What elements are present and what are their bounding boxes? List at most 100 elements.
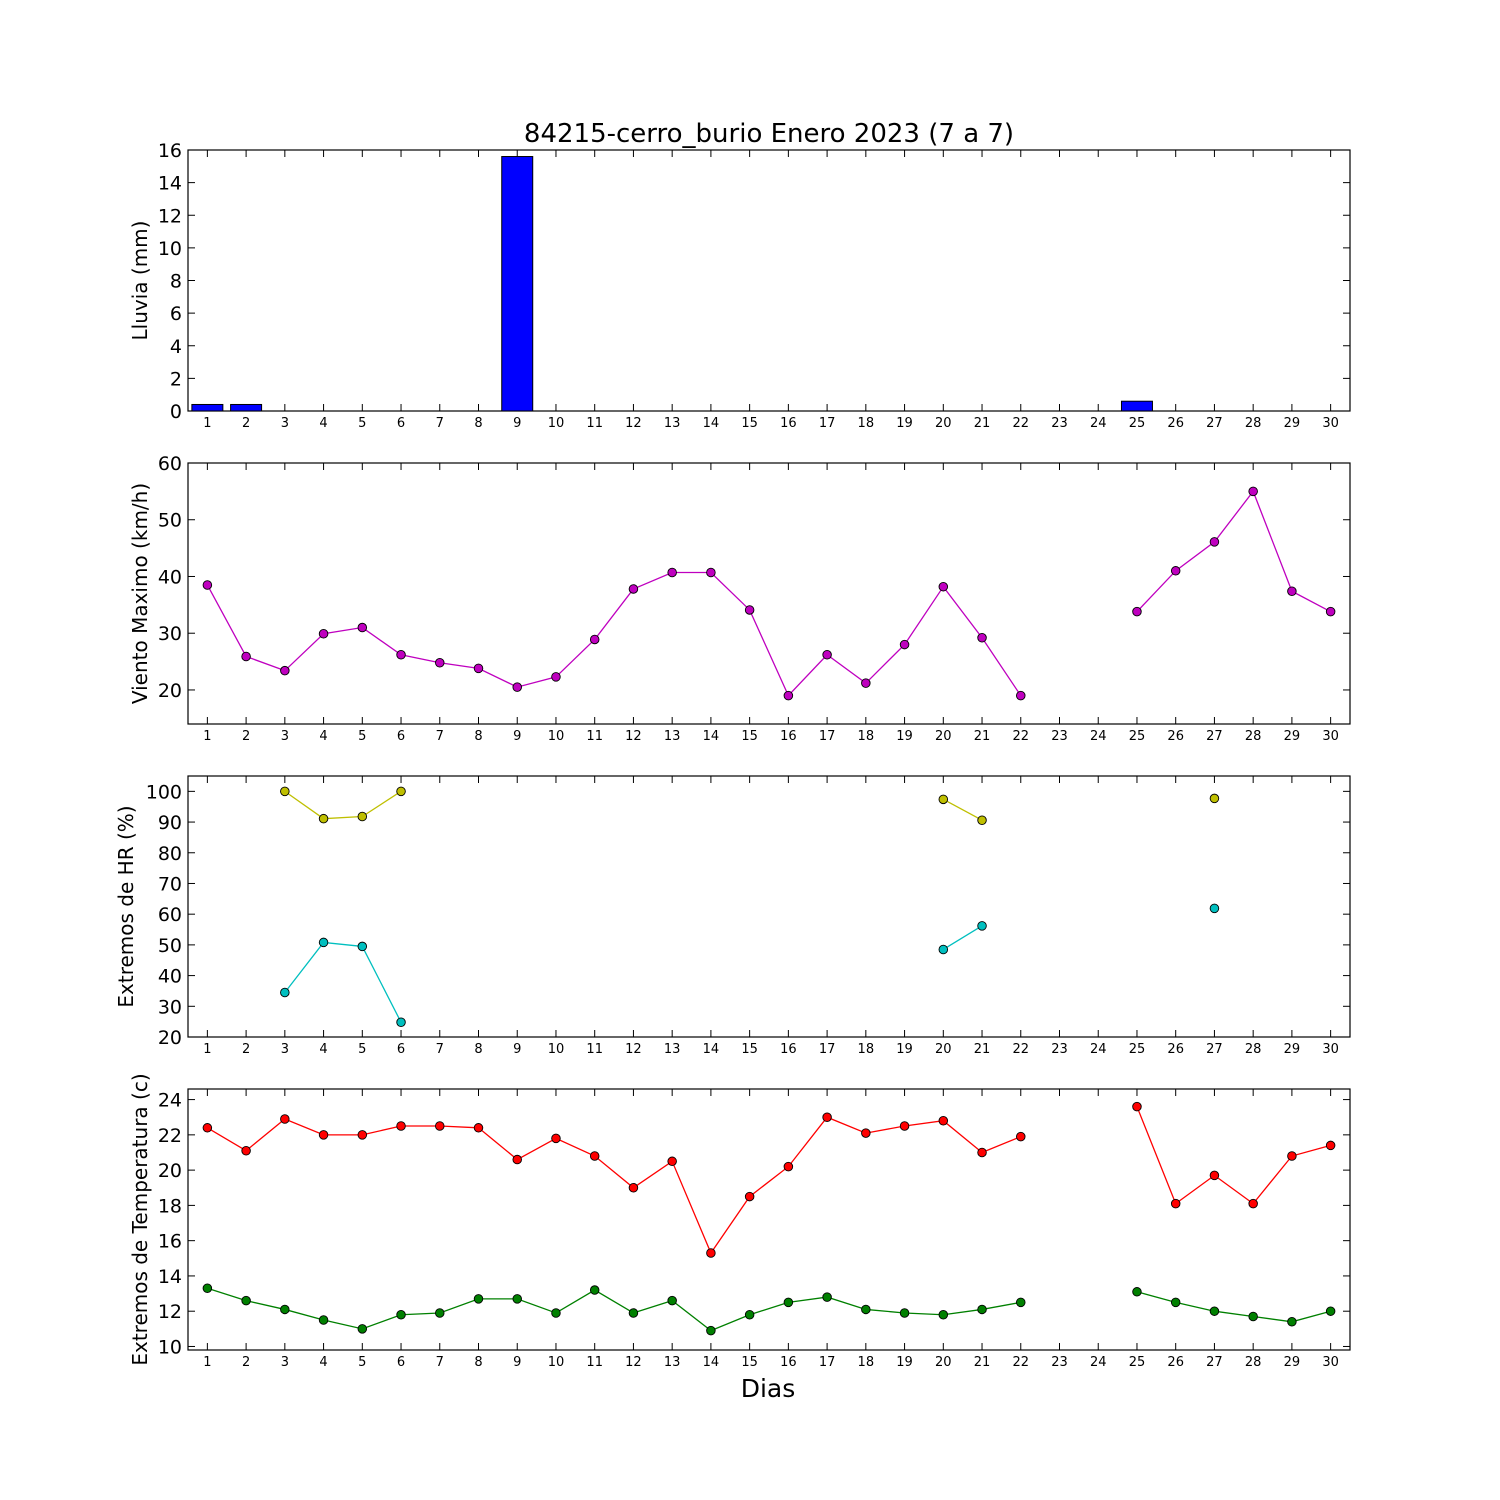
- x-tick-label: 2: [242, 729, 250, 744]
- x-tick-label: 30: [1322, 416, 1339, 431]
- x-tick-label: 3: [281, 729, 289, 744]
- x-tick-label: 13: [664, 416, 681, 431]
- x-tick-label: 9: [513, 416, 521, 431]
- y-tick-label: 2: [170, 368, 182, 390]
- x-tick-label: 10: [548, 729, 565, 744]
- y-tick-label: 14: [158, 1266, 182, 1288]
- x-tick-label: 2: [242, 1355, 250, 1370]
- x-tick-label: 1: [203, 729, 211, 744]
- data-point: [1325, 1140, 1336, 1151]
- x-tick-label: 27: [1206, 1355, 1223, 1370]
- bar: [191, 403, 224, 412]
- data-point: [1132, 1101, 1142, 1112]
- x-tick-label: 23: [1051, 416, 1068, 431]
- x-tick-label: 13: [664, 1042, 681, 1057]
- y-tick-label: 20: [158, 1027, 182, 1049]
- y-tick-label: 50: [158, 510, 182, 532]
- x-tick-label: 17: [819, 1042, 836, 1057]
- x-tick-label: 25: [1129, 729, 1146, 744]
- y-tick-label: 80: [158, 843, 182, 865]
- x-tick-label: 27: [1206, 729, 1223, 744]
- data-point: [1132, 1287, 1142, 1297]
- series-line: [1136, 490, 1331, 613]
- x-tick-label: 19: [896, 729, 913, 744]
- data-point: [1248, 1311, 1258, 1322]
- x-tick-label: 14: [703, 729, 720, 744]
- y-tick-label: 10: [158, 1336, 182, 1358]
- x-tick-label: 26: [1167, 1042, 1184, 1057]
- data-point: [1132, 606, 1142, 617]
- data-point: [551, 1133, 561, 1144]
- x-tick-label: 4: [319, 1042, 327, 1057]
- y-tick-label: 90: [158, 812, 182, 834]
- x-tick-label: 29: [1284, 1042, 1301, 1057]
- x-tick-label: 24: [1090, 416, 1107, 431]
- data-point: [628, 584, 639, 594]
- x-tick-label: 13: [664, 1355, 681, 1370]
- data-point: [435, 1121, 445, 1131]
- data-point: [357, 811, 368, 822]
- data-point: [202, 1123, 213, 1133]
- data-point: [280, 786, 290, 797]
- y-tick-label: 8: [170, 271, 182, 293]
- data-point: [396, 1017, 406, 1028]
- x-tick-label: 20: [935, 729, 952, 744]
- data-point: [744, 1309, 755, 1320]
- data-point: [280, 987, 290, 998]
- series-line: [942, 798, 983, 821]
- y-tick-label: 40: [158, 566, 182, 588]
- data-point: [473, 1294, 484, 1304]
- x-tick-label: 10: [548, 416, 565, 431]
- bar: [230, 403, 263, 412]
- data-point: [1325, 1306, 1336, 1316]
- x-tick-label: 23: [1051, 1355, 1068, 1370]
- x-tick-label: 22: [1012, 1355, 1029, 1370]
- chart-title: 84215-cerro_burio Enero 2023 (7 a 7): [524, 119, 1014, 149]
- x-tick-label: 5: [358, 416, 366, 431]
- x-tick-label: 10: [548, 1355, 565, 1370]
- x-tick-label: 10: [548, 1042, 565, 1057]
- data-point: [357, 1130, 368, 1140]
- x-axis-label: Dias: [741, 1374, 796, 1403]
- x-tick-label: 22: [1012, 416, 1029, 431]
- data-point: [822, 650, 832, 660]
- x-tick-label: 28: [1245, 1355, 1262, 1370]
- x-tick-label: 9: [513, 729, 521, 744]
- data-point: [1325, 606, 1336, 617]
- x-tick-label: 16: [780, 1355, 797, 1370]
- x-tick-label: 8: [474, 729, 482, 744]
- data-point: [241, 651, 251, 662]
- data-point: [280, 1114, 290, 1124]
- data-point: [899, 639, 910, 650]
- y-tick-label: 10: [158, 238, 182, 260]
- data-point: [706, 567, 716, 578]
- y-tick-label: 30: [158, 996, 182, 1018]
- x-tick-label: 14: [703, 1042, 720, 1057]
- x-tick-label: 1: [203, 1042, 211, 1057]
- x-tick-label: 24: [1090, 729, 1107, 744]
- x-tick-label: 21: [974, 416, 991, 431]
- x-tick-label: 6: [397, 416, 405, 431]
- series-line: [284, 790, 402, 820]
- data-point: [512, 1154, 522, 1165]
- data-point: [357, 941, 368, 952]
- x-tick-label: 12: [625, 416, 642, 431]
- data-point: [1209, 903, 1220, 914]
- x-tick-label: 25: [1129, 416, 1146, 431]
- x-tick-label: 17: [819, 729, 836, 744]
- x-tick-label: 16: [780, 1042, 797, 1057]
- data-point: [706, 1248, 716, 1258]
- data-point: [744, 1191, 755, 1202]
- x-tick-label: 2: [242, 1042, 250, 1057]
- x-tick-label: 23: [1051, 1042, 1068, 1057]
- x-tick-label: 12: [625, 1042, 642, 1057]
- x-tick-label: 28: [1245, 1042, 1262, 1057]
- data-point: [357, 1324, 368, 1334]
- data-point: [783, 1161, 794, 1172]
- data-point: [551, 672, 561, 682]
- data-point: [318, 937, 329, 948]
- data-point: [977, 633, 987, 643]
- x-tick-label: 25: [1129, 1355, 1146, 1370]
